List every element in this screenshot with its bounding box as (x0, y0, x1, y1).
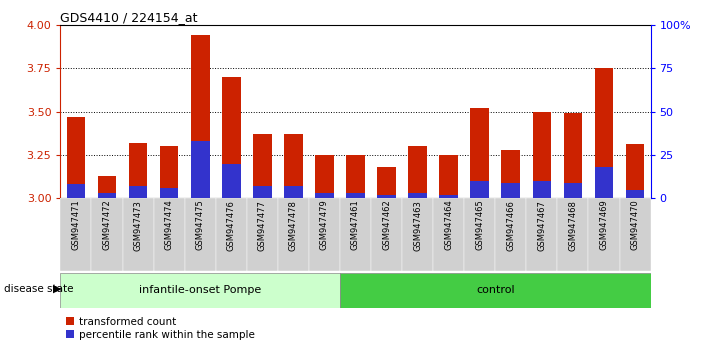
Bar (626, 190, 644, 198)
Text: disease state: disease state (4, 284, 73, 293)
Bar (594, 167, 614, 198)
Text: GSM947465: GSM947465 (475, 200, 484, 250)
Text: GDS4410 / 224154_at: GDS4410 / 224154_at (60, 11, 198, 24)
Bar (97, 193, 117, 198)
Bar (253, 134, 272, 198)
Bar (122, 198, 154, 271)
Text: GSM947475: GSM947475 (196, 200, 205, 250)
Text: GSM947472: GSM947472 (102, 200, 112, 250)
Text: GSM947469: GSM947469 (599, 200, 609, 250)
Bar (253, 186, 272, 198)
Bar (67, 117, 85, 198)
Bar (378, 167, 396, 198)
Bar (557, 198, 589, 271)
Bar (496, 198, 526, 271)
Bar (564, 113, 582, 198)
Bar (129, 143, 147, 198)
Bar (340, 198, 371, 271)
Text: GSM947476: GSM947476 (227, 200, 236, 251)
Bar (315, 155, 333, 198)
Bar (501, 150, 520, 198)
Bar (402, 198, 433, 271)
Bar (564, 183, 582, 198)
Bar (471, 181, 489, 198)
Bar (215, 198, 247, 271)
Bar (67, 184, 85, 198)
Text: GSM947468: GSM947468 (568, 200, 577, 251)
Text: GSM947462: GSM947462 (382, 200, 391, 250)
Text: GSM947471: GSM947471 (72, 200, 80, 250)
Bar (346, 155, 365, 198)
Bar (594, 68, 614, 198)
Bar (626, 144, 644, 198)
Legend: transformed count, percentile rank within the sample: transformed count, percentile rank withi… (65, 317, 255, 340)
Bar (408, 146, 427, 198)
Bar (160, 188, 178, 198)
Text: GSM947461: GSM947461 (351, 200, 360, 250)
Text: GSM947473: GSM947473 (134, 200, 143, 251)
Bar (315, 193, 333, 198)
Bar (284, 186, 303, 198)
Text: GSM947463: GSM947463 (413, 200, 422, 251)
Bar (619, 198, 651, 271)
Bar (191, 35, 210, 198)
Bar (284, 134, 303, 198)
Text: infantile-onset Pompe: infantile-onset Pompe (139, 285, 262, 295)
Text: GSM947479: GSM947479 (320, 200, 329, 250)
Bar (247, 198, 278, 271)
Bar (471, 108, 489, 198)
Bar (501, 183, 520, 198)
Bar (222, 77, 240, 198)
Bar (60, 198, 92, 271)
Bar (222, 164, 240, 198)
Text: GSM947477: GSM947477 (258, 200, 267, 251)
Text: GSM947464: GSM947464 (444, 200, 453, 250)
Bar (129, 186, 147, 198)
Text: GSM947466: GSM947466 (506, 200, 515, 251)
Bar (92, 198, 122, 271)
Bar (309, 198, 340, 271)
Bar (340, 273, 651, 308)
Bar (60, 273, 340, 308)
Bar (533, 181, 551, 198)
Bar (378, 195, 396, 198)
Bar (464, 198, 496, 271)
Text: GSM947478: GSM947478 (289, 200, 298, 251)
Text: GSM947470: GSM947470 (631, 200, 639, 250)
Bar (185, 198, 215, 271)
Bar (97, 176, 117, 198)
Bar (191, 141, 210, 198)
Bar (589, 198, 619, 271)
Bar (439, 195, 458, 198)
Text: GSM947467: GSM947467 (538, 200, 546, 251)
Bar (433, 198, 464, 271)
Text: ▶: ▶ (53, 284, 62, 293)
Bar (439, 155, 458, 198)
Bar (154, 198, 185, 271)
Text: GSM947474: GSM947474 (165, 200, 173, 250)
Bar (278, 198, 309, 271)
Bar (371, 198, 402, 271)
Bar (526, 198, 557, 271)
Bar (160, 146, 178, 198)
Bar (408, 193, 427, 198)
Bar (533, 112, 551, 198)
Text: control: control (476, 285, 515, 295)
Bar (346, 193, 365, 198)
